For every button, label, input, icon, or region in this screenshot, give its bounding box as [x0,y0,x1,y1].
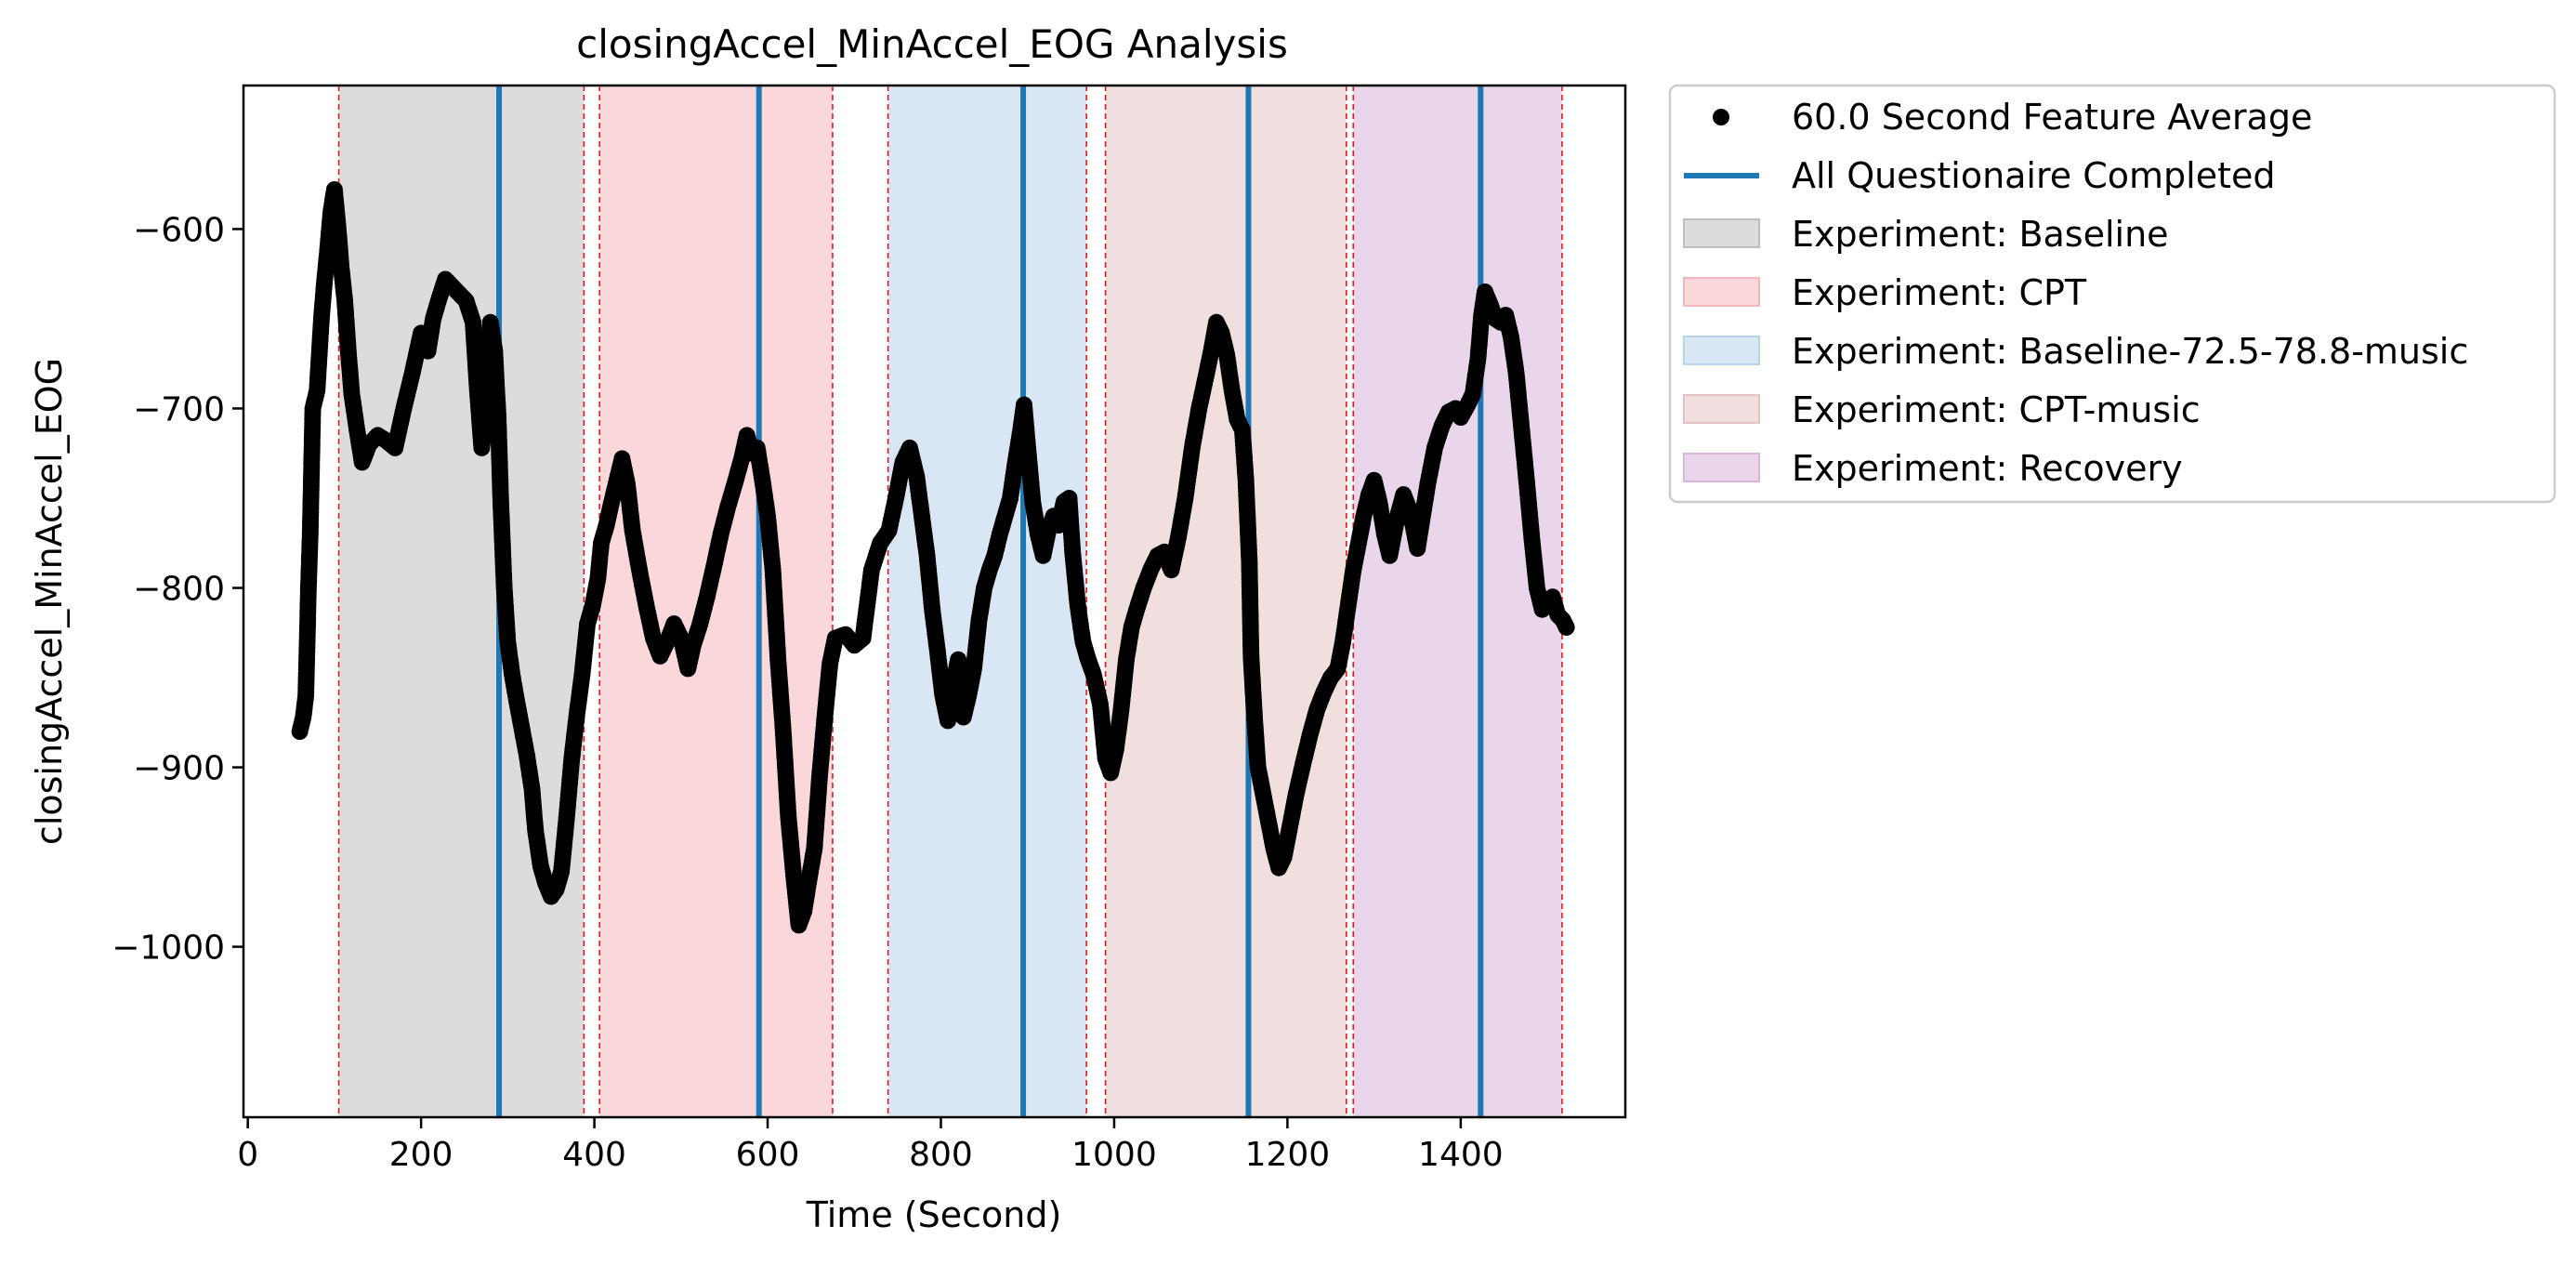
y-axis-label: closingAccel_MinAccel_EOG [29,358,70,845]
legend-label-questionnaire: All Questionaire Completed [1792,155,2276,196]
legend-label-region-0: Experiment: Baseline [1792,214,2169,255]
x-tick-label-1: 200 [389,1136,453,1174]
experiment-regions [338,86,1562,1117]
legend-marker-points [1713,109,1729,125]
x-tick-label-4: 800 [909,1136,973,1174]
legend-label-region-3: Experiment: CPT-music [1792,389,2201,430]
legend-region-entries: Experiment: Baseline Experiment: CPT Exper… [1683,214,2468,489]
legend-swatch-region-1 [1683,277,1760,307]
y-tick-label-4: −1000 [112,929,225,968]
x-axis-ticks: 0 200 400 600 800 1000 1200 1400 [237,1117,1504,1174]
x-tick-label-3: 600 [736,1136,800,1174]
region-4 [1353,86,1562,1117]
y-tick-label-1: −700 [133,390,225,428]
legend-frame [1668,84,2556,504]
legend-label-region-1: Experiment: CPT [1792,272,2087,313]
chart-title: closingAccel_MinAccel_EOG Analysis [576,21,1288,67]
legend-swatch-region-4 [1683,453,1760,482]
y-axis-ticks: −600 −700 −800 −900 −1000 [112,211,243,968]
legend-swatch-region-2 [1683,336,1760,365]
x-tick-label-6: 1200 [1245,1136,1331,1174]
x-tick-label-7: 1400 [1418,1136,1504,1174]
y-tick-label-2: −800 [133,571,225,609]
x-tick-label-0: 0 [237,1136,258,1174]
x-axis-label: Time (Second) [806,1194,1062,1235]
region-1 [599,86,833,1117]
feature-average-points [291,181,1575,934]
legend: 60.0 Second Feature Average All Question… [1668,84,2556,504]
legend-label-region-2: Experiment: Baseline-72.5-78.8-music [1792,331,2468,372]
region-0 [338,86,585,1117]
x-tick-label-2: 400 [562,1136,626,1174]
legend-label-points: 60.0 Second Feature Average [1792,97,2312,138]
y-tick-label-3: −900 [133,750,225,788]
legend-swatch-region-0 [1683,218,1760,248]
plot-frame [242,84,1627,1119]
data-point-2135 [1557,618,1575,636]
y-tick-label-0: −600 [133,211,225,249]
legend-label-region-4: Experiment: Recovery [1792,448,2183,489]
x-tick-label-5: 1000 [1071,1136,1157,1174]
legend-swatch-region-3 [1683,394,1760,424]
